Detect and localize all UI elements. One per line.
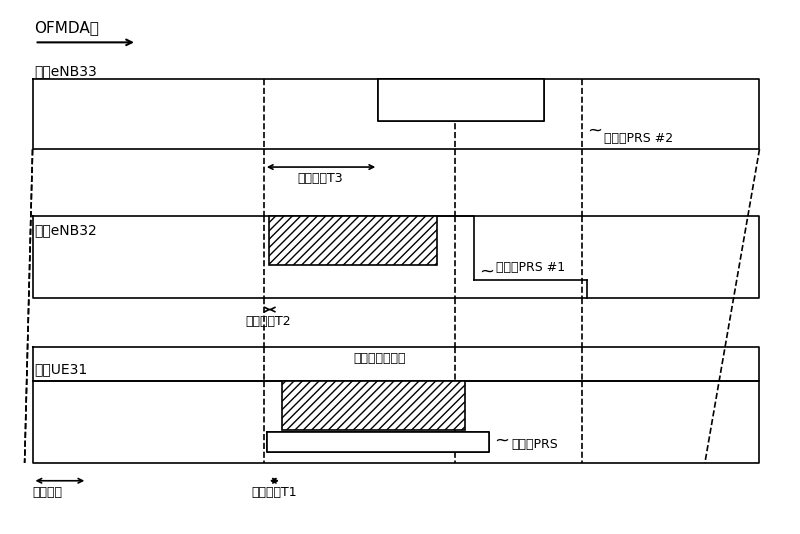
Text: OFMDA帧: OFMDA帧 bbox=[34, 21, 99, 36]
Text: 目标UE31: 目标UE31 bbox=[34, 362, 88, 376]
Text: 延迟的授权时隙: 延迟的授权时隙 bbox=[353, 352, 406, 365]
Text: 相邢eNB33: 相邢eNB33 bbox=[34, 64, 98, 78]
Bar bbox=[269, 216, 437, 265]
Text: 已传送PRS: 已传送PRS bbox=[511, 438, 558, 451]
Bar bbox=[378, 79, 544, 121]
Text: 传输延追: 传输延追 bbox=[33, 486, 62, 499]
Text: ~: ~ bbox=[494, 431, 510, 449]
Text: ~: ~ bbox=[479, 263, 494, 281]
Text: 已接收PRS #2: 已接收PRS #2 bbox=[603, 132, 673, 145]
Bar bbox=[267, 432, 490, 452]
Text: 已接收PRS #1: 已接收PRS #1 bbox=[496, 262, 566, 274]
Bar bbox=[282, 381, 465, 430]
Text: ~: ~ bbox=[586, 121, 602, 139]
Text: 时序调整T2: 时序调整T2 bbox=[245, 315, 290, 327]
Text: 授权时隙: 授权时隙 bbox=[354, 221, 384, 233]
Text: 服务eNB32: 服务eNB32 bbox=[34, 223, 98, 238]
Text: 时序超前T1: 时序超前T1 bbox=[251, 486, 297, 499]
Text: 时序调整T3: 时序调整T3 bbox=[298, 172, 343, 185]
